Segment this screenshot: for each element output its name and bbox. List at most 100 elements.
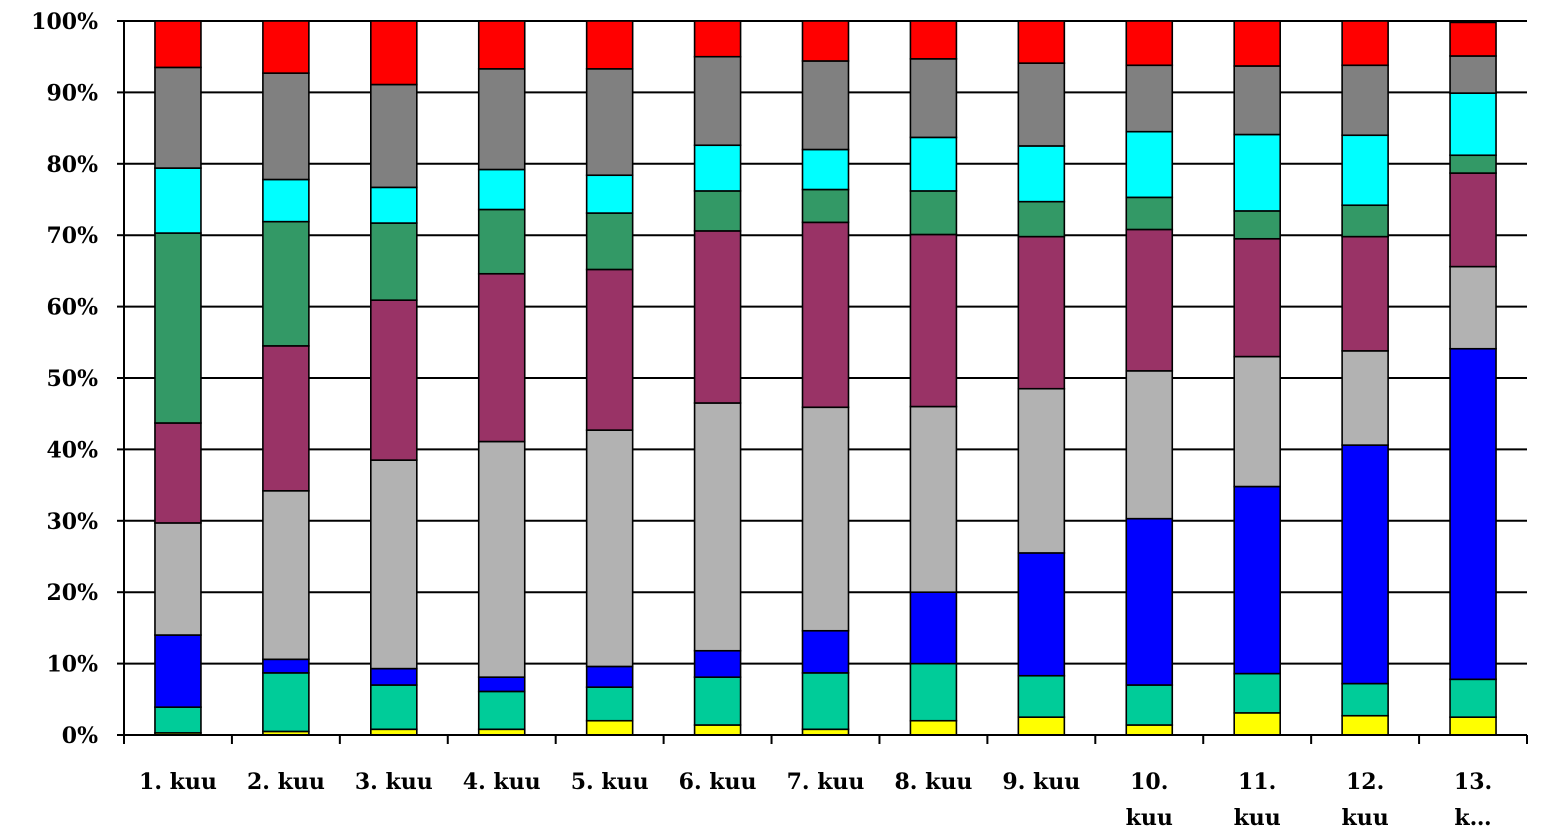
bar-segment-s7-c11: [1233, 133, 1281, 212]
bar-segment-s7-c6: [693, 144, 742, 192]
bar-segment-s5-c2: [262, 345, 310, 492]
y-tick-label: 50%: [46, 366, 98, 392]
bar-segment-s5-c12: [1341, 235, 1389, 352]
bar-segment-s3-c2: [262, 658, 310, 674]
bar-segment-s7-c7: [801, 148, 850, 191]
bar-segment-s2-c5: [585, 686, 634, 722]
bar-segment-s2-c8: [909, 662, 958, 722]
bar-segment-s8-c4: [477, 68, 526, 171]
bar-segment-s3-c9: [1017, 552, 1066, 677]
bar-segment-s7-c1: [154, 167, 202, 234]
bar-segment-s3-c5: [585, 665, 634, 688]
bar-segment-s6-c7: [801, 188, 850, 224]
bar-segment-s5-c9: [1017, 235, 1066, 390]
bar-segment-s6-c4: [477, 208, 526, 275]
x-category-label: 6. kuu: [679, 769, 757, 795]
bar-segment-s9-c9: [1017, 20, 1066, 64]
x-category-label: 11. kuu: [1234, 769, 1281, 831]
bar-segment-s2-c9: [1017, 674, 1066, 718]
bar-segment-s4-c3: [370, 459, 418, 670]
bar-segment-s1-c5: [585, 719, 634, 736]
bar-segment-s2-c4: [477, 690, 526, 731]
y-axis-tick-labels: 0% 10% 20% 30% 40% 50% 60% 70% 80% 90% 100%: [31, 9, 98, 749]
bar-segment-s6-c10: [1125, 196, 1174, 231]
bar-segment-s5-c4: [477, 272, 526, 443]
bar-segment-s3-c6: [693, 649, 742, 678]
bar-segment-s8-c10: [1125, 64, 1174, 133]
bar-segment-s3-c4: [477, 676, 526, 693]
bar-segment-s9-c12: [1341, 20, 1389, 67]
bar-segment-s9-c7: [801, 20, 850, 62]
bar-segment-s7-c13: [1449, 92, 1497, 157]
y-tick-label: 40%: [46, 437, 98, 463]
y-tick-label: 10%: [46, 652, 98, 678]
bar-segment-s6-c11: [1233, 210, 1281, 240]
bar-segment-s7-c10: [1125, 130, 1174, 199]
bar-segment-s6-c8: [909, 190, 958, 236]
bar-segment-s8-c12: [1341, 64, 1389, 137]
y-tick-label: 80%: [46, 152, 98, 178]
bar-segment-s8-c2: [262, 72, 310, 181]
bar-segment-s4-c11: [1233, 355, 1281, 488]
x-category-label: 4. kuu: [463, 769, 541, 795]
bar-segment-s1-c9: [1017, 716, 1066, 736]
bar-segment-s4-c12: [1341, 350, 1389, 446]
bar-segment-s1-c11: [1233, 712, 1281, 736]
bar-segment-s4-c1: [154, 522, 202, 636]
bar-segment-s5-c11: [1233, 237, 1281, 358]
x-category-label: 3. kuu: [355, 769, 433, 795]
bar-segment-s5-c1: [154, 422, 202, 524]
bar-segment-s3-c8: [909, 591, 958, 665]
bar-stacks: [154, 20, 1497, 736]
bar-segment-s7-c3: [370, 186, 418, 224]
bar-segment-s5-c13: [1449, 172, 1497, 268]
bar-segment-s3-c11: [1233, 485, 1281, 675]
bar-segment-s8-c1: [154, 66, 202, 169]
y-tick-label: 20%: [46, 580, 98, 606]
x-category-label: 8. kuu: [894, 769, 972, 795]
bar-segment-s9-c3: [370, 20, 418, 86]
bar-segment-s6-c6: [693, 190, 742, 232]
bar-segment-s7-c5: [585, 174, 634, 214]
x-category-label: 9. kuu: [1002, 769, 1080, 795]
bar-segment-s4-c8: [909, 405, 958, 593]
y-tick-label: 0%: [62, 723, 98, 749]
bar-segment-s2-c10: [1125, 684, 1174, 726]
bar-segment-s8-c13: [1449, 55, 1497, 94]
y-tick-label: 30%: [46, 509, 98, 535]
bar-segment-s4-c5: [585, 429, 634, 668]
bar-segment-s6-c2: [262, 220, 310, 347]
bar-segment-s3-c3: [370, 667, 418, 686]
bar-segment-s9-c4: [477, 20, 526, 70]
bar-segment-s1-c13: [1449, 716, 1497, 736]
bar-segment-s9-c2: [262, 20, 310, 74]
y-tick-label: 100%: [31, 9, 98, 35]
bar-segment-s8-c11: [1233, 65, 1281, 136]
bar-segment-s8-c3: [370, 83, 418, 189]
bar-segment-s5-c10: [1125, 228, 1174, 372]
bar-segment-s2-c2: [262, 672, 310, 733]
bar-segment-s6-c3: [370, 222, 418, 301]
bar-segment-s6-c5: [585, 212, 634, 271]
x-category-label: 5. kuu: [571, 769, 649, 795]
bar-segment-s1-c8: [909, 719, 958, 736]
bar-segment-s6-c9: [1017, 200, 1066, 238]
bar-segment-s3-c7: [801, 629, 850, 674]
bar-segment-s1-c10: [1125, 724, 1174, 736]
x-category-label: 12. kuu: [1341, 769, 1388, 831]
x-category-label: 1. kuu: [139, 769, 217, 795]
bar-segment-s3-c1: [154, 634, 202, 708]
bar-segment-s9-c10: [1125, 20, 1174, 67]
y-tick-label: 70%: [46, 223, 98, 249]
y-tick-label: 90%: [46, 80, 98, 106]
x-category-label: 13. k…: [1454, 769, 1492, 831]
bar-segment-s8-c8: [909, 58, 958, 139]
bar-segment-s8-c7: [801, 60, 850, 151]
bar-segment-s9-c5: [585, 20, 634, 70]
bar-segment-s5-c7: [801, 221, 850, 409]
bar-segment-s9-c1: [154, 20, 202, 69]
bar-segment-s8-c6: [693, 55, 742, 147]
x-axis-category-labels: 1. kuu 2. kuu 3. kuu 4. kuu 5. kuu 6. kuu 7. k…: [139, 769, 1492, 831]
bar-segment-s3-c12: [1341, 444, 1389, 685]
